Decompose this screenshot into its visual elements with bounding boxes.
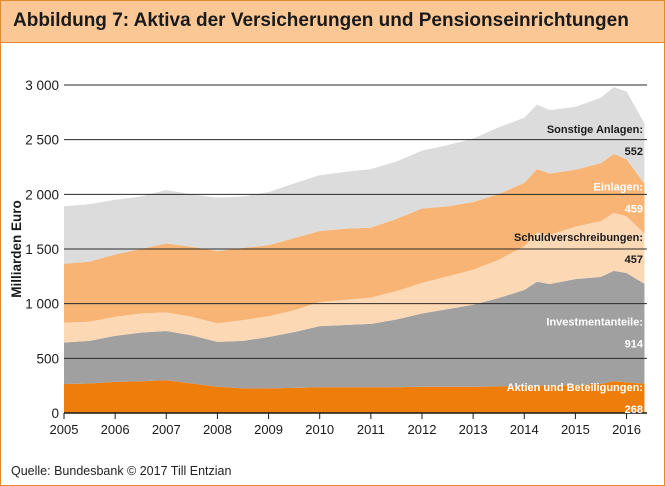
x-tick-label: 2015	[561, 422, 590, 437]
series-label-name: Einlagen:	[593, 182, 643, 194]
source-note: Quelle: Bundesbank © 2017 Till Entzian	[11, 464, 232, 478]
x-tick-label: 2013	[459, 422, 488, 437]
series-label-value: 457	[625, 254, 643, 266]
y-tick-label: 2 000	[25, 187, 59, 202]
y-axis-label: Milliarden Euro	[9, 200, 24, 298]
x-tick-label: 2007	[152, 422, 181, 437]
x-tick-label: 2016	[612, 422, 641, 437]
stacked-area-chart: 0 500 1 000 1 500 2 000 2 500 3 000 2005 2006 200…	[9, 78, 647, 437]
y-tick-label: 2 500	[25, 133, 59, 148]
series-label-name: Aktien und Beteiligungen:	[507, 382, 643, 394]
series-label-value: 268	[625, 404, 643, 416]
x-tick-label: 2005	[50, 422, 79, 437]
area-sonstige-anlagen	[64, 87, 645, 264]
series-label-value: 552	[625, 146, 643, 158]
area-einlagen	[64, 153, 645, 324]
x-tick-label: 2009	[254, 422, 283, 437]
y-tick-label: 3 000	[25, 78, 59, 93]
y-tick-label: 1 500	[25, 242, 59, 257]
chart-area: 0 500 1 000 1 500 2 000 2 500 3 000 2005 2006 200…	[1, 43, 664, 455]
series-label-name: Sonstige Anlagen:	[547, 124, 643, 136]
x-tick-label: 2010	[305, 422, 334, 437]
y-tick-label: 0	[51, 406, 59, 421]
x-tick-label: 2011	[357, 422, 385, 437]
x-tick-label: 2008	[203, 422, 232, 437]
series-label-value: 459	[625, 204, 643, 216]
x-tick-label: 2012	[408, 422, 437, 437]
y-tick-label: 500	[36, 351, 59, 366]
x-tick-label: 2006	[101, 422, 130, 437]
series-label-name: Schuldverschreibungen:	[514, 232, 643, 244]
series-label-name: Investmentanteile:	[546, 317, 643, 329]
figure-title: Abbildung 7: Aktiva der Versicherungen u…	[13, 10, 629, 31]
title-bar: Abbildung 7: Aktiva der Versicherungen u…	[1, 1, 664, 43]
area-investmentanteile	[64, 270, 645, 389]
y-tick-label: 1 000	[25, 297, 59, 312]
series-label-value: 914	[625, 339, 644, 351]
area-aktien-und-beteiligungen	[64, 380, 645, 413]
area-schuldverschreibungen	[64, 212, 645, 343]
x-tick-label: 2014	[510, 422, 539, 437]
